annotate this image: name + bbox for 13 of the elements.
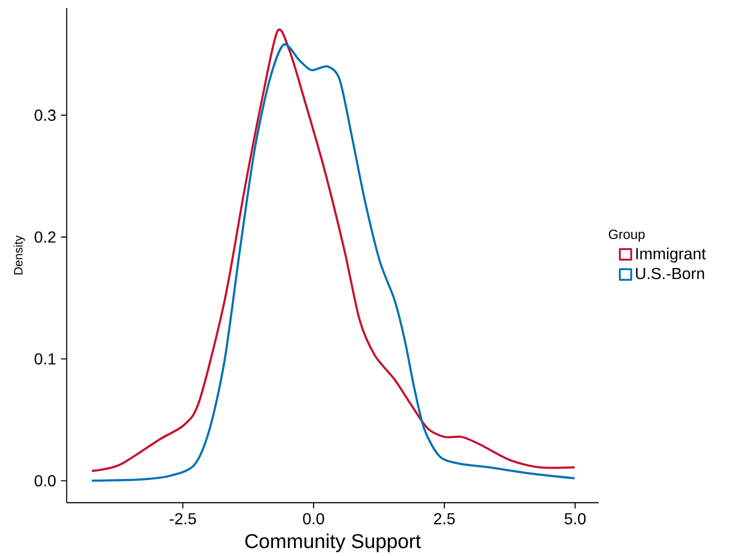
legend-label: U.S.-Born bbox=[636, 268, 704, 280]
legend-title: Group bbox=[608, 230, 645, 242]
y-tick-label: 0.1 bbox=[34, 353, 56, 365]
x-tick-label: 2.5 bbox=[434, 513, 455, 524]
legend-label: Immigrant bbox=[636, 248, 706, 263]
y-axis-title: Density bbox=[14, 235, 25, 274]
x-tick-label: 5.0 bbox=[564, 513, 586, 524]
x-axis-title: Community Support bbox=[245, 534, 421, 552]
y-tick-label: 0.0 bbox=[34, 475, 56, 486]
x-tick-label: -2.5 bbox=[170, 513, 196, 524]
x-tick-label: 0.0 bbox=[303, 513, 324, 524]
y-tick-label: 0.2 bbox=[34, 231, 56, 243]
y-tick-label: 0.3 bbox=[34, 110, 56, 121]
